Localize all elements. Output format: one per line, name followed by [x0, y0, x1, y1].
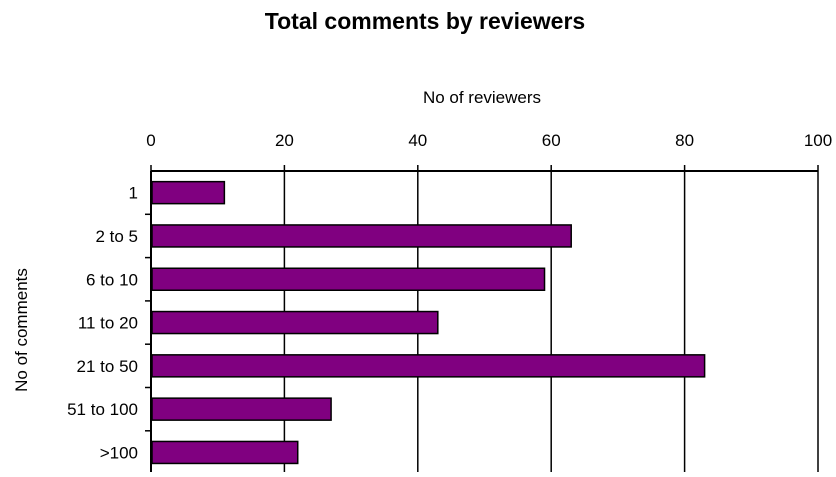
axes [145, 165, 819, 475]
x-tick-label: 80 [675, 131, 694, 150]
y-tick-label: 6 to 10 [86, 270, 138, 289]
x-tick-label: 20 [275, 131, 294, 150]
bar [151, 267, 546, 291]
y-tick-label: 51 to 100 [67, 400, 138, 419]
x-tick-label: 0 [146, 131, 155, 150]
bar [151, 354, 706, 378]
x-tick-label: 40 [408, 131, 427, 150]
y-axis-title: No of comments [12, 268, 31, 392]
grid-lines [283, 171, 819, 472]
bar [151, 224, 572, 248]
chart-title: Total comments by reviewers [265, 8, 585, 34]
bar [151, 310, 439, 335]
x-axis-title: No of reviewers [423, 88, 541, 107]
bar [151, 440, 299, 465]
y-tick-labels: 1 2 to 5 6 to 10 11 to 20 21 to 50 51 to 100 >… [67, 184, 138, 463]
bars [151, 180, 706, 465]
bar [151, 180, 226, 205]
x-tick-labels: 0 20 40 60 80 100 [146, 131, 832, 150]
x-tick-label: 60 [542, 131, 561, 150]
y-tick-label: >100 [100, 443, 138, 462]
y-tick-label: 11 to 20 [78, 314, 138, 333]
x-tick-label: 100 [804, 131, 832, 150]
y-tick-label: 2 to 5 [95, 227, 138, 246]
bar [151, 397, 332, 421]
y-tick-label: 1 [129, 184, 138, 203]
y-tick-label: 21 to 50 [77, 357, 138, 376]
